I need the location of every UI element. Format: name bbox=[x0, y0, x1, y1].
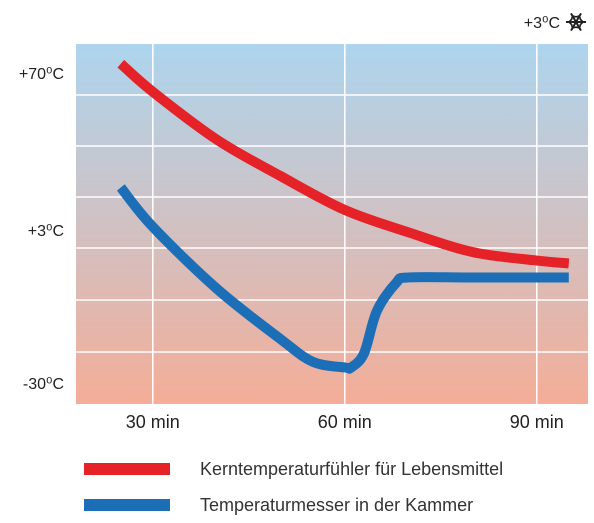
legend-item-chamber-sensor: Temperaturmesser in der Kammer bbox=[84, 492, 584, 518]
series-line-0 bbox=[117, 59, 570, 269]
y-tick-label-1: +3⁰C bbox=[28, 223, 64, 240]
x-tick-label-1: 60 min bbox=[318, 412, 372, 432]
snowflake-icon bbox=[566, 12, 586, 32]
top-label: +3⁰C bbox=[524, 15, 560, 32]
legend-label-chamber-sensor: Temperaturmesser in der Kammer bbox=[200, 494, 474, 515]
x-tick-label-2: 90 min bbox=[510, 412, 564, 432]
series-line-1 bbox=[116, 184, 569, 374]
legend-swatch-core-probe bbox=[84, 463, 170, 475]
legend-swatch-chamber-sensor bbox=[84, 499, 170, 511]
y-tick-label-2: -30⁰C bbox=[23, 376, 64, 393]
legend-item-core-probe: Kerntemperaturfühler für Lebensmittel bbox=[84, 456, 584, 482]
x-tick-label-0: 30 min bbox=[126, 412, 180, 432]
y-tick-label-0: +70⁰C bbox=[19, 66, 64, 83]
legend-label-core-probe: Kerntemperaturfühler für Lebensmittel bbox=[200, 458, 504, 479]
